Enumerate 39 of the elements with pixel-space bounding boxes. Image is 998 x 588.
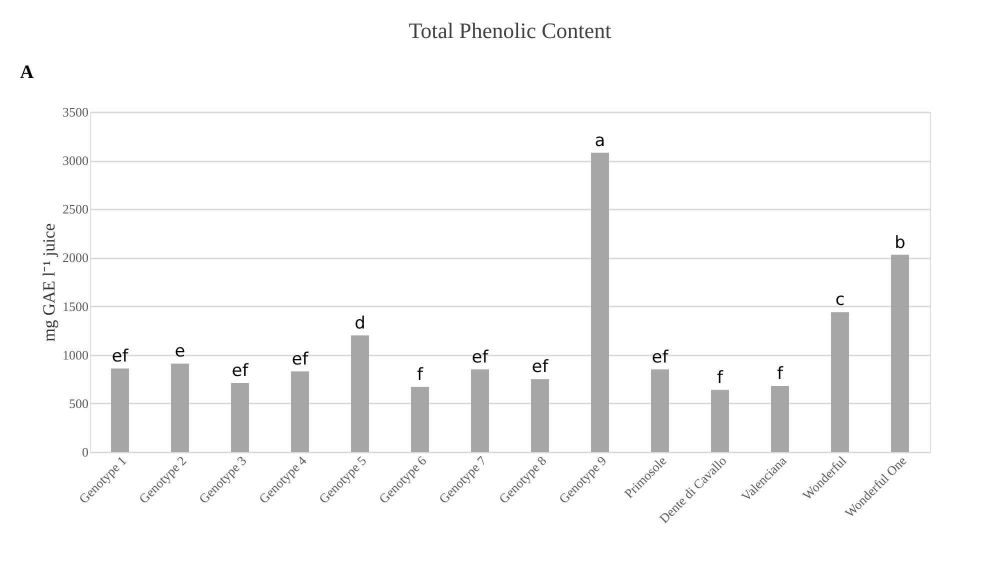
y-tick-label: 2500: [62, 202, 88, 217]
bar: [651, 369, 669, 452]
chart-title: Total Phenolic Content: [408, 18, 612, 43]
text: A: [20, 62, 34, 83]
annotation: ef: [532, 357, 550, 378]
annotation: c: [835, 290, 845, 310]
annotation: f: [717, 368, 724, 388]
annotation: ef: [112, 346, 130, 366]
annotation: a: [594, 130, 606, 151]
y-tick-label: 3000: [62, 153, 88, 168]
annotation: ef: [652, 347, 670, 368]
bar: [411, 386, 429, 452]
bar: [291, 371, 309, 452]
y-tick-label: 1500: [62, 298, 88, 314]
y-tick-label: 3500: [62, 104, 88, 120]
annotation: ef: [472, 347, 490, 368]
bar: [711, 390, 729, 452]
y-axis-title: mg GAE l⁻¹ juice: [40, 223, 58, 342]
y-tick-label: 1000: [62, 347, 88, 362]
annotation: b: [894, 232, 906, 253]
bar: [111, 368, 129, 452]
annotation: f: [417, 364, 424, 385]
bar: [771, 386, 789, 452]
bar: [471, 369, 489, 452]
annotation: ef: [292, 349, 310, 370]
annotation: ef: [232, 361, 250, 382]
bar: [831, 312, 849, 452]
bar: [351, 335, 369, 452]
bar: [171, 364, 189, 452]
y-tick-label: 2000: [62, 250, 88, 266]
bar: [891, 254, 909, 452]
y-tick-label: 500: [69, 396, 88, 411]
annotation: d: [354, 313, 366, 334]
annotation: f: [777, 364, 784, 384]
bar: [231, 383, 249, 452]
bar: [591, 152, 609, 452]
bar: [531, 379, 549, 452]
y-tick-label: 0: [82, 444, 88, 460]
annotation: e: [174, 342, 186, 362]
